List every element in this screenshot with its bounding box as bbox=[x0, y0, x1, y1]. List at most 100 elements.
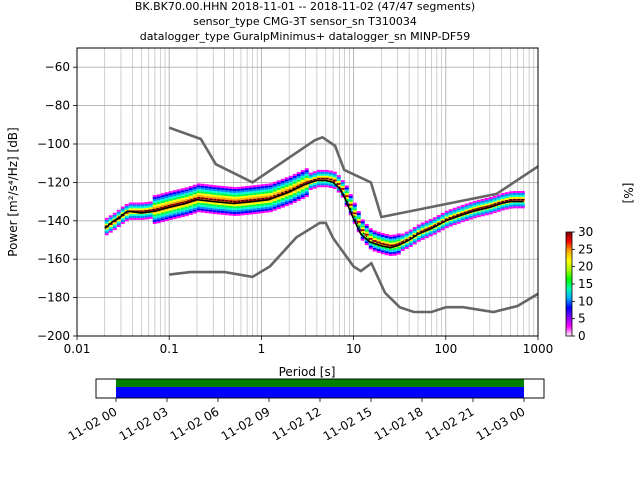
psd-cell bbox=[368, 243, 373, 246]
psd-cell bbox=[168, 202, 173, 205]
psd-cell bbox=[312, 186, 317, 189]
psd-cell bbox=[308, 172, 313, 175]
psd-cell bbox=[384, 237, 389, 240]
psd-cell bbox=[184, 204, 189, 207]
psd-cell bbox=[420, 222, 425, 225]
psd-cell bbox=[496, 198, 501, 201]
psd-cell bbox=[232, 192, 237, 195]
psd-cell bbox=[260, 191, 265, 194]
psd-cell bbox=[256, 192, 261, 195]
psd-cell bbox=[248, 187, 253, 190]
psd-cell bbox=[216, 193, 221, 196]
psd-cell bbox=[192, 198, 197, 201]
psd-cell bbox=[196, 202, 201, 205]
psd-cell bbox=[212, 212, 217, 215]
psd-cell bbox=[200, 193, 205, 196]
psd-cell bbox=[388, 254, 393, 257]
psd-cell bbox=[520, 191, 525, 193]
psd-cell bbox=[320, 185, 325, 188]
psd-cell bbox=[212, 204, 217, 207]
psd-cell bbox=[288, 189, 293, 192]
psd-cell bbox=[520, 204, 525, 207]
x-tick-label: 1000 bbox=[523, 342, 554, 356]
psd-cell bbox=[276, 184, 281, 187]
psd-cell bbox=[208, 205, 213, 208]
psd-cell bbox=[252, 194, 257, 197]
psd-cell bbox=[164, 217, 169, 220]
psd-cell bbox=[256, 190, 261, 193]
psd-cell bbox=[276, 205, 281, 208]
psd-cell bbox=[508, 206, 513, 209]
psd-cell bbox=[352, 208, 357, 211]
psd-cell bbox=[160, 200, 165, 203]
psd-cell bbox=[228, 209, 233, 212]
psd-cell bbox=[480, 204, 485, 207]
psd-cell bbox=[108, 219, 113, 222]
psd-cell bbox=[268, 187, 273, 190]
psd-cell bbox=[520, 202, 525, 205]
psd-cell bbox=[112, 214, 117, 217]
psd-cell bbox=[380, 252, 385, 255]
psd-cell bbox=[288, 185, 293, 188]
psd-cell bbox=[320, 169, 325, 172]
psd-cell bbox=[444, 220, 449, 223]
psd-cell bbox=[188, 187, 193, 190]
psd-cell bbox=[120, 206, 125, 209]
psd-cell bbox=[124, 219, 129, 222]
psd-cell bbox=[428, 219, 433, 222]
psd-cell bbox=[320, 183, 325, 186]
psd-cell bbox=[420, 235, 425, 238]
psd-cell bbox=[360, 227, 365, 230]
psd-cell bbox=[356, 212, 361, 215]
psd-cell bbox=[208, 194, 213, 197]
psd-cell bbox=[336, 190, 341, 193]
psd-cell bbox=[436, 224, 441, 227]
psd-cell bbox=[160, 210, 165, 213]
mode-line bbox=[104, 179, 524, 249]
psd-cell bbox=[220, 197, 225, 200]
psd-cell bbox=[424, 226, 429, 229]
psd-cell bbox=[212, 192, 217, 195]
psd-cell bbox=[244, 209, 249, 212]
psd-cell bbox=[520, 206, 525, 209]
psd-cell bbox=[168, 217, 173, 220]
psd-cell bbox=[276, 201, 281, 204]
psd-cell bbox=[228, 213, 233, 216]
psd-cell bbox=[156, 202, 161, 205]
psd-cell bbox=[156, 203, 161, 206]
psd-cell bbox=[172, 203, 177, 206]
psd-cell bbox=[296, 185, 301, 188]
psd-cell bbox=[264, 193, 269, 196]
psd-cell bbox=[168, 200, 173, 203]
psd-cell bbox=[340, 182, 345, 185]
psd-cell bbox=[216, 202, 221, 205]
psd-cell bbox=[164, 196, 169, 199]
psd-cell bbox=[192, 196, 197, 199]
curves bbox=[104, 126, 538, 314]
psd-cell bbox=[220, 212, 225, 215]
psd-cell bbox=[352, 217, 357, 220]
psd-cell bbox=[260, 211, 265, 214]
psd-cell bbox=[296, 179, 301, 182]
psd-cell bbox=[396, 237, 401, 240]
psd-cell bbox=[272, 189, 277, 192]
psd-cell bbox=[492, 211, 497, 214]
psd-cell bbox=[376, 239, 381, 242]
psd-cell bbox=[332, 175, 337, 178]
psd-cell bbox=[116, 211, 121, 214]
psd-cell bbox=[308, 174, 313, 177]
psd-cell bbox=[208, 201, 213, 204]
psd-cell bbox=[508, 191, 513, 194]
psd-cell bbox=[156, 219, 161, 222]
psd-cell bbox=[508, 202, 513, 205]
psd-cell bbox=[384, 253, 389, 256]
psd-cell bbox=[180, 192, 185, 195]
psd-cell bbox=[280, 188, 285, 191]
psd-cell bbox=[204, 191, 209, 194]
psd-cell bbox=[104, 217, 109, 220]
psd-cell bbox=[300, 185, 305, 188]
psd-cell bbox=[212, 206, 217, 209]
psd-cell bbox=[172, 209, 177, 212]
psd-cell bbox=[424, 228, 429, 231]
coverage-data-bar bbox=[116, 379, 524, 387]
